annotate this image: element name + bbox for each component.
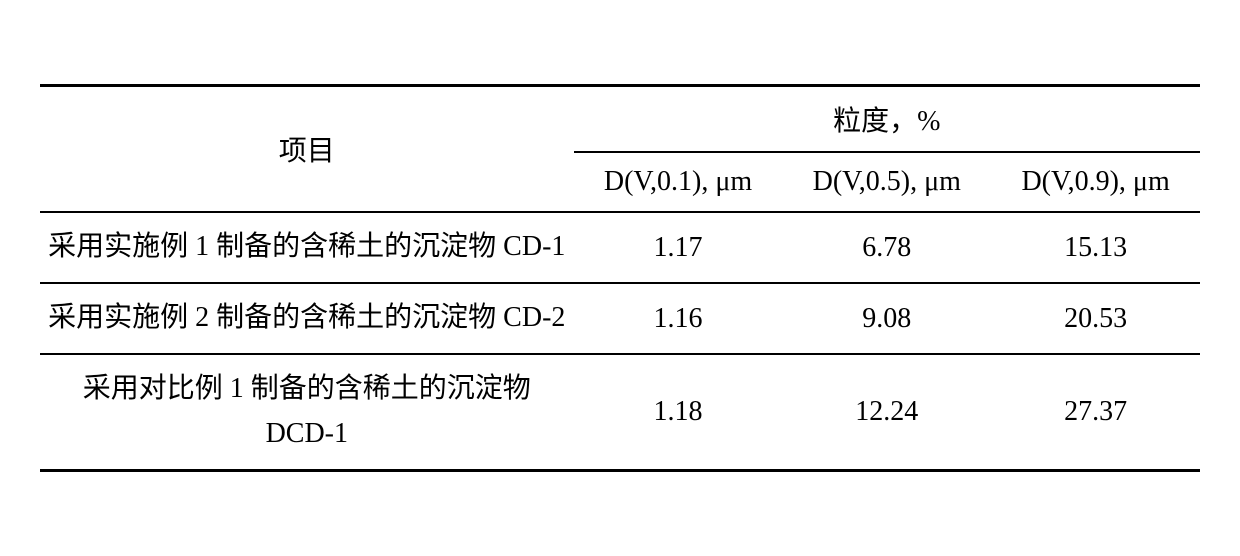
row-label: 采用对比例 1 制备的含稀土的沉淀物 DCD-1 <box>40 354 574 470</box>
cell-value: 1.16 <box>574 283 783 354</box>
cell-value: 1.17 <box>574 212 783 283</box>
cell-value: 12.24 <box>782 354 991 470</box>
header-d10: D(V,0.1), μm <box>574 152 783 212</box>
particle-size-table: 项目 粒度，% D(V,0.1), μm D(V,0.5), μm D(V,0.… <box>40 84 1200 471</box>
table-row: 采用实施例 2 制备的含稀土的沉淀物 CD-2 1.16 9.08 20.53 <box>40 283 1200 354</box>
table-row: 采用对比例 1 制备的含稀土的沉淀物 DCD-1 1.18 12.24 27.3… <box>40 354 1200 470</box>
cell-value: 9.08 <box>782 283 991 354</box>
header-d50: D(V,0.5), μm <box>782 152 991 212</box>
cell-value: 6.78 <box>782 212 991 283</box>
cell-value: 15.13 <box>991 212 1200 283</box>
header-group-particle: 粒度，% <box>574 86 1200 153</box>
table-row: 采用实施例 1 制备的含稀土的沉淀物 CD-1 1.17 6.78 15.13 <box>40 212 1200 283</box>
row-label: 采用实施例 1 制备的含稀土的沉淀物 CD-1 <box>40 212 574 283</box>
header-item: 项目 <box>40 86 574 213</box>
row-label: 采用实施例 2 制备的含稀土的沉淀物 CD-2 <box>40 283 574 354</box>
cell-value: 27.37 <box>991 354 1200 470</box>
header-d90: D(V,0.9), μm <box>991 152 1200 212</box>
cell-value: 20.53 <box>991 283 1200 354</box>
cell-value: 1.18 <box>574 354 783 470</box>
